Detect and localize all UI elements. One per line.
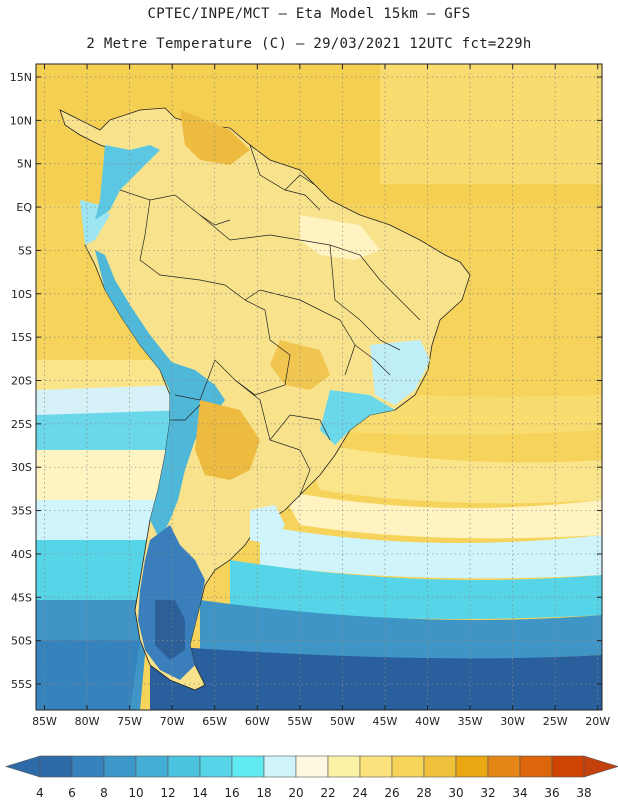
latitude-label: 10N [10, 114, 32, 127]
latitude-label: EQ [16, 201, 32, 214]
latitude-label: 35S [11, 505, 32, 518]
latitude-label: 15S [11, 331, 32, 344]
colorbar-swatch [391, 755, 425, 778]
longitude-label: 80W [75, 715, 100, 728]
colorbar-left-arrow [4, 755, 41, 778]
colorbar-swatch [167, 755, 201, 778]
colorbar-label: 34 [512, 786, 527, 800]
colorbar-swatch [359, 755, 393, 778]
colorbar-right-arrow [583, 755, 618, 778]
longitude-label: 65W [202, 715, 227, 728]
axis-ticks [36, 64, 602, 710]
latitude-label: 40S [11, 548, 32, 561]
longitude-label: 85W [32, 715, 57, 728]
latitude-label: 5S [18, 244, 32, 257]
latitude-label: 45S [11, 591, 32, 604]
map-frame [35, 63, 603, 711]
longitude-label: 20W [585, 715, 610, 728]
latitude-label: 25S [11, 418, 32, 431]
colorbar-label: 30 [448, 786, 463, 800]
longitude-label: 40W [415, 715, 440, 728]
colorbar-label: 14 [192, 786, 207, 800]
colorbar-label: 36 [544, 786, 559, 800]
latitude-label: 20S [11, 374, 32, 387]
colorbar-swatch [327, 755, 361, 778]
colorbar-swatch [263, 755, 297, 778]
colorbar-label: 8 [100, 786, 108, 800]
colorbar-labels: 4 6 8 10 12 14 16 18 20 22 24 26 28 30 32 34 36 38 [36, 786, 591, 800]
colorbar [4, 755, 618, 778]
colorbar-swatch [39, 755, 73, 778]
colorbar-swatch [295, 755, 329, 778]
colorbar-label: 24 [352, 786, 367, 800]
colorbar-label: 38 [576, 786, 591, 800]
colorbar-swatch [103, 755, 137, 778]
colorbar-label: 10 [128, 786, 143, 800]
colorbar-label: 4 [36, 786, 44, 800]
latitude-label: 55S [11, 678, 32, 691]
longitude-label: 60W [245, 715, 270, 728]
longitude-label: 70W [160, 715, 185, 728]
longitude-label: 45W [373, 715, 398, 728]
latitude-label: 15N [10, 71, 32, 84]
longitude-labels: 85W 80W 75W 70W 65W 60W 55W 50W 45W 40W 35W 30W 25W 2… [32, 715, 610, 728]
colorbar-label: 22 [320, 786, 335, 800]
latitude-label: 30S [11, 461, 32, 474]
colorbar-swatch [231, 755, 265, 778]
latitude-label: 10S [11, 288, 32, 301]
colorbar-label: 26 [384, 786, 399, 800]
colorbar-label: 28 [416, 786, 431, 800]
colorbar-swatch [487, 755, 521, 778]
colorbar-swatch [199, 755, 233, 778]
longitude-label: 30W [500, 715, 525, 728]
colorbar-label: 20 [288, 786, 303, 800]
map-title-line-2: 2 Metre Temperature (C) – 29/03/2021 12U… [86, 36, 532, 52]
longitude-label: 35W [458, 715, 483, 728]
colorbar-label: 32 [480, 786, 495, 800]
longitude-label: 75W [117, 715, 142, 728]
colorbar-label: 16 [224, 786, 239, 800]
colorbar-label: 6 [68, 786, 76, 800]
colorbar-label: 12 [160, 786, 175, 800]
latitude-label: 50S [11, 635, 32, 648]
longitude-label: 55W [287, 715, 312, 728]
colorbar-swatch [423, 755, 457, 778]
colorbar-swatch [519, 755, 553, 778]
colorbar-swatch [551, 755, 585, 778]
longitude-label: 25W [543, 715, 568, 728]
colorbar-label: 18 [256, 786, 271, 800]
longitude-label: 50W [330, 715, 355, 728]
latitude-labels: 15N 10N 5N EQ 5S 10S 15S 20S 25S 30S 35S 40S 45S 50S 5… [10, 71, 33, 691]
map-title-line-1: CPTEC/INPE/MCT – Eta Model 15km – GFS [147, 6, 471, 22]
colorbar-swatch [135, 755, 169, 778]
colorbar-swatch [455, 755, 489, 778]
south-america-land [59, 107, 471, 691]
latitude-label: 5N [17, 158, 32, 171]
colorbar-swatch [71, 755, 105, 778]
